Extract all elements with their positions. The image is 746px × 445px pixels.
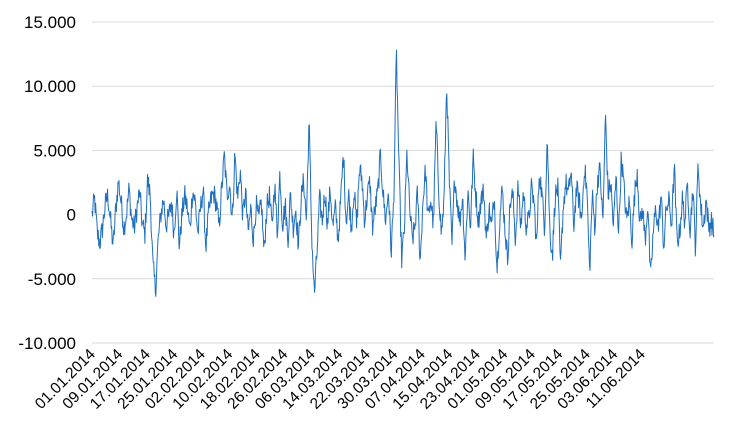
x-axis-tick-labels: 01.01.201409.01.201417.01.201425.01.2014… (32, 346, 649, 413)
y-tick-label: -10.000 (18, 334, 76, 353)
series-area (91, 49, 715, 297)
series-line (91, 49, 715, 297)
y-tick-label: 10.000 (24, 77, 76, 96)
y-tick-label: 5.000 (33, 141, 76, 160)
y-tick-label: -5.000 (28, 270, 76, 289)
y-tick-label: 15.000 (24, 13, 76, 32)
y-tick-label: 0 (67, 206, 76, 225)
y-axis-tick-labels: 15.000 10.000 5.000 0 -5.000 -10.000 (18, 13, 76, 353)
